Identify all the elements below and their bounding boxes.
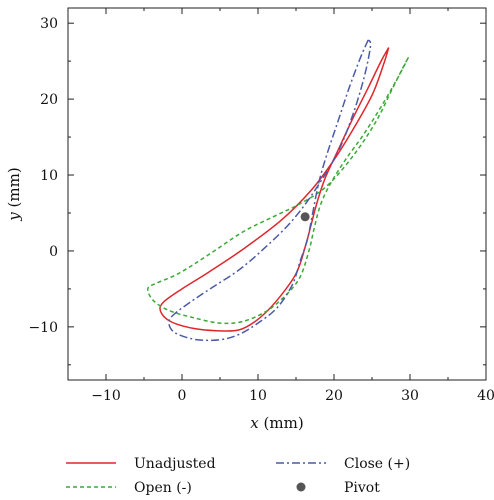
legend-item-unadjusted: Unadjusted: [66, 456, 216, 472]
y-axis-unit: (mm): [5, 167, 23, 212]
legend-label-open: Open (-): [134, 480, 192, 496]
series-open: [147, 56, 410, 325]
legend-marker-pivot: [296, 482, 306, 492]
legend-label-close: Close (+): [344, 456, 410, 472]
x-tick-label: 10: [249, 388, 267, 404]
y-tick-label: 20: [40, 92, 58, 108]
x-tick-label: 0: [178, 388, 187, 404]
legend-item-close: Close (+): [276, 456, 410, 472]
legend-item-pivot: Pivot: [296, 480, 380, 496]
plot-area: −10 0 10 20 30 40 −10 0 10 20 30: [28, 7, 494, 404]
x-tick-label: −10: [91, 388, 121, 404]
y-axis-var: y: [5, 212, 23, 222]
y-tick-label: 10: [40, 168, 58, 184]
pivot-point: [300, 212, 310, 222]
x-axis-unit: (mm): [259, 414, 304, 432]
x-axis-var: x: [250, 414, 259, 432]
series-unadjusted: [159, 47, 390, 332]
legend: Unadjusted Open (-) Close (+) Pivot: [66, 456, 410, 496]
y-tick-label: −10: [28, 320, 58, 336]
legend-label-pivot: Pivot: [344, 480, 380, 496]
y-tick-label: 30: [40, 16, 58, 32]
x-tick-label: 30: [401, 388, 419, 404]
x-axis-label: x (mm): [250, 414, 303, 432]
legend-item-open: Open (-): [66, 480, 192, 496]
series-close: [168, 39, 372, 342]
series-layer: [147, 39, 410, 342]
y-tick-label: 0: [49, 244, 58, 260]
x-tick-label: 40: [477, 388, 494, 404]
y-axis-label: y (mm): [5, 167, 23, 221]
legend-label-unadjusted: Unadjusted: [134, 456, 216, 472]
plot-frame: [67, 7, 487, 381]
ticks-layer: −10 0 10 20 30 40 −10 0 10 20 30: [28, 8, 494, 404]
x-tick-label: 20: [325, 388, 343, 404]
